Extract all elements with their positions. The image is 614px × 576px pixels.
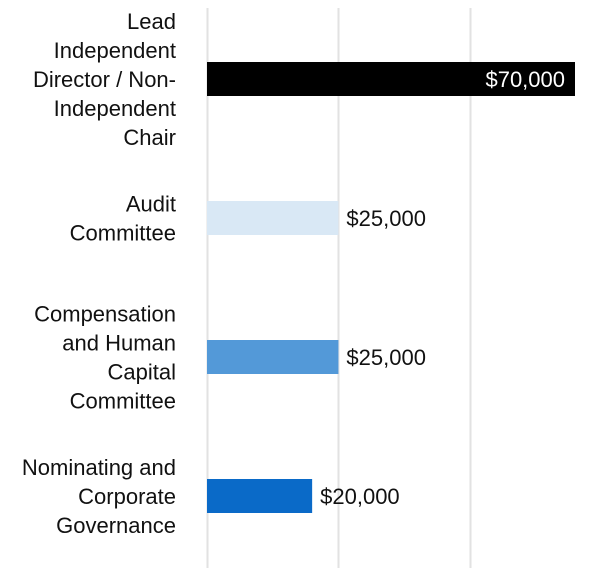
value-label-2: $25,000 [346,345,426,370]
category-labels: Lead Independent Director / Non- Independen… [22,9,176,538]
value-labels: $70,000 $25,000 $25,000 $20,000 [320,67,565,509]
category-label-line: Nominating and [22,455,176,480]
value-label-3: $20,000 [320,484,400,509]
category-label-line: Capital [108,359,176,384]
value-label-1: $25,000 [346,206,426,231]
category-label-line: Chair [123,125,176,150]
bar-2 [207,340,339,374]
category-label-line: Committee [70,220,176,245]
bars [207,62,575,513]
category-label-0: Lead Independent Director / Non- Independen… [33,9,176,150]
category-label-line: Director / Non- [33,67,176,92]
category-label-line: Audit [126,191,176,216]
gridlines [206,8,472,568]
bar-3 [207,479,313,513]
category-label-line: Committee [70,388,176,413]
bar-1 [207,201,339,235]
category-label-line: Corporate [78,484,176,509]
category-label-line: and Human [62,330,176,355]
category-label-2: Compensation and Human Capital Committee [34,301,176,413]
category-label-line: Lead [127,9,176,34]
category-label-3: Nominating and Corporate Governance [22,455,176,538]
category-label-line: Independent [54,38,176,63]
category-label-1: Audit Committee [70,191,176,245]
value-label-0: $70,000 [485,67,565,92]
category-label-line: Compensation [34,301,176,326]
category-label-line: Governance [56,513,176,538]
bar-0 [207,62,575,96]
category-label-line: Independent [54,96,176,121]
